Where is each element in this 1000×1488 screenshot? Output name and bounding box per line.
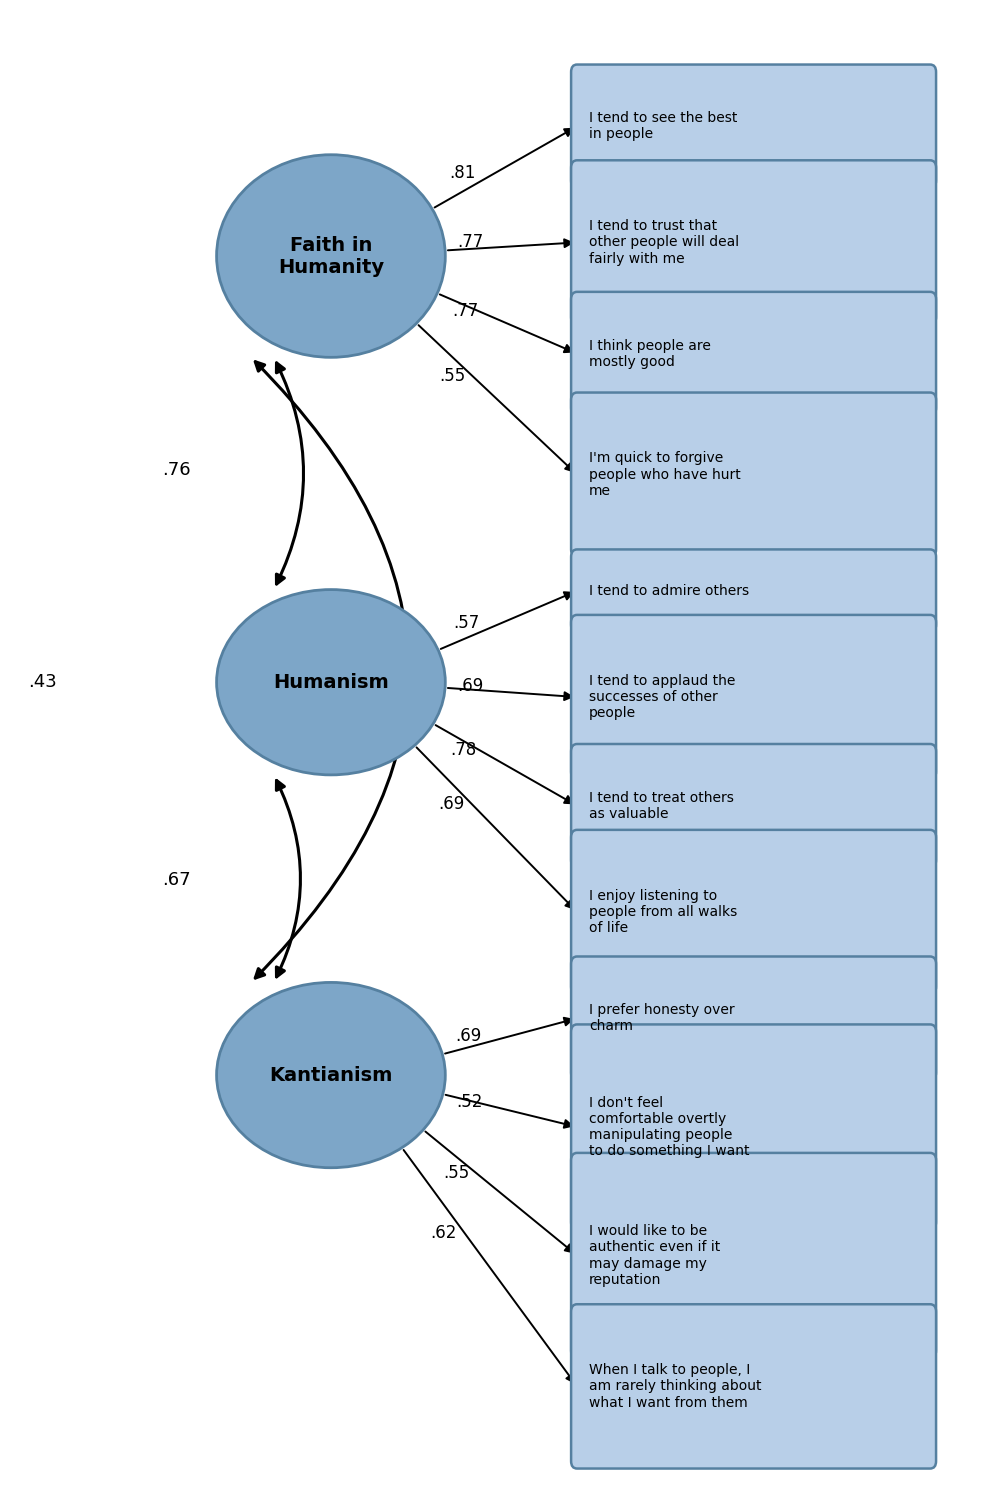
Ellipse shape	[217, 589, 445, 775]
Text: .77: .77	[457, 234, 484, 251]
Text: Faith in
Humanity: Faith in Humanity	[278, 235, 384, 277]
Text: I would like to be
authentic even if it
may damage my
reputation: I would like to be authentic even if it …	[589, 1225, 720, 1287]
Text: I prefer honesty over
charm: I prefer honesty over charm	[589, 1003, 735, 1033]
FancyBboxPatch shape	[571, 1024, 936, 1229]
Text: I tend to applaud the
successes of other
people: I tend to applaud the successes of other…	[589, 674, 735, 720]
Text: .62: .62	[430, 1225, 457, 1242]
Text: .77: .77	[452, 302, 479, 320]
Text: .55: .55	[444, 1164, 470, 1181]
Text: Kantianism: Kantianism	[269, 1065, 393, 1085]
Text: .81: .81	[449, 164, 476, 182]
Text: I tend to treat others
as valuable: I tend to treat others as valuable	[589, 790, 734, 821]
Text: .69: .69	[457, 677, 484, 695]
Text: I enjoy listening to
people from all walks
of life: I enjoy listening to people from all wal…	[589, 888, 737, 936]
Text: I don't feel
comfortable overtly
manipulating people
to do something I want: I don't feel comfortable overtly manipul…	[589, 1095, 750, 1158]
FancyBboxPatch shape	[571, 549, 936, 632]
Text: .76: .76	[162, 461, 191, 479]
FancyBboxPatch shape	[571, 1153, 936, 1359]
Text: .78: .78	[450, 741, 476, 759]
FancyBboxPatch shape	[571, 161, 936, 324]
Text: .69: .69	[456, 1027, 482, 1045]
Text: .67: .67	[162, 870, 191, 888]
Ellipse shape	[217, 982, 445, 1168]
Text: .55: .55	[440, 368, 466, 385]
Text: .43: .43	[28, 673, 57, 692]
FancyBboxPatch shape	[571, 957, 936, 1080]
FancyBboxPatch shape	[571, 830, 936, 994]
Text: I think people are
mostly good: I think people are mostly good	[589, 339, 711, 369]
Text: Humanism: Humanism	[273, 673, 389, 692]
Text: I tend to admire others: I tend to admire others	[589, 583, 749, 598]
FancyBboxPatch shape	[571, 615, 936, 780]
FancyBboxPatch shape	[571, 64, 936, 187]
FancyBboxPatch shape	[571, 393, 936, 557]
Text: I tend to trust that
other people will deal
fairly with me: I tend to trust that other people will d…	[589, 219, 739, 266]
Text: .52: .52	[456, 1092, 482, 1110]
Text: .69: .69	[438, 795, 465, 812]
FancyBboxPatch shape	[571, 1305, 936, 1469]
Text: .57: .57	[453, 613, 479, 631]
FancyBboxPatch shape	[571, 744, 936, 868]
FancyBboxPatch shape	[571, 292, 936, 415]
Text: When I talk to people, I
am rarely thinking about
what I want from them: When I talk to people, I am rarely think…	[589, 1363, 762, 1409]
FancyArrowPatch shape	[276, 780, 300, 976]
Text: I'm quick to forgive
people who have hurt
me: I'm quick to forgive people who have hur…	[589, 451, 741, 498]
Text: I tend to see the best
in people: I tend to see the best in people	[589, 112, 737, 141]
FancyArrowPatch shape	[255, 362, 408, 978]
Ellipse shape	[217, 155, 445, 357]
FancyArrowPatch shape	[276, 363, 304, 583]
